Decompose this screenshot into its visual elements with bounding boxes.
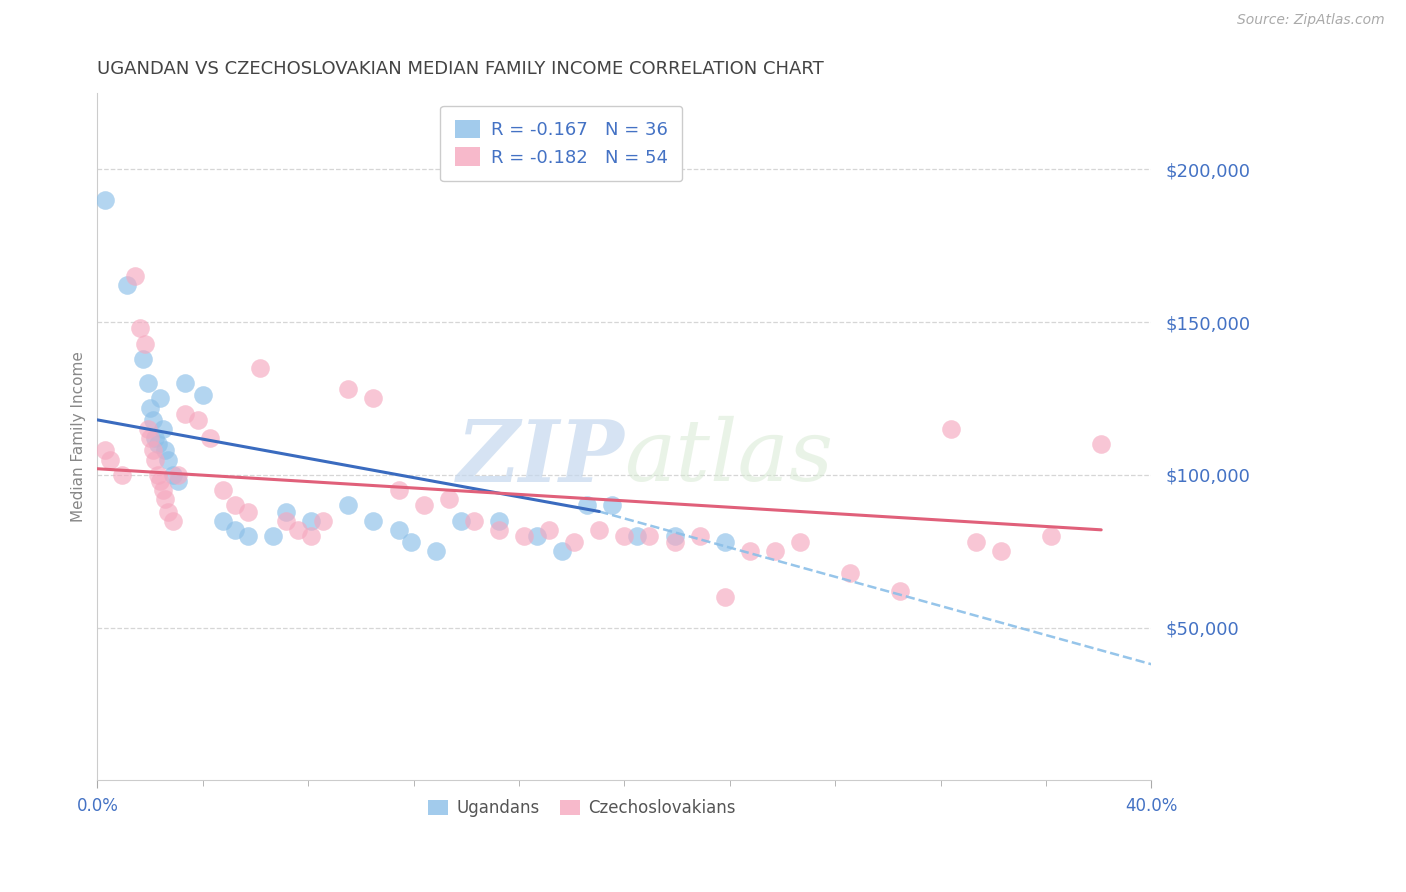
Point <box>363 392 385 406</box>
Point <box>156 504 179 518</box>
Point <box>488 523 510 537</box>
Point <box>513 529 536 543</box>
Point <box>713 535 735 549</box>
Point <box>600 499 623 513</box>
Point <box>146 467 169 482</box>
Point <box>299 529 322 543</box>
Point <box>538 523 561 537</box>
Point <box>142 443 165 458</box>
Point <box>98 452 121 467</box>
Point <box>965 535 987 549</box>
Point <box>224 523 246 537</box>
Point <box>152 483 174 497</box>
Point <box>139 431 162 445</box>
Point <box>136 422 159 436</box>
Point <box>312 514 335 528</box>
Point <box>713 590 735 604</box>
Point <box>142 413 165 427</box>
Point <box>463 514 485 528</box>
Point <box>149 474 172 488</box>
Point <box>613 529 636 543</box>
Point <box>152 422 174 436</box>
Point <box>425 544 447 558</box>
Point <box>287 523 309 537</box>
Point <box>337 382 360 396</box>
Point <box>387 523 409 537</box>
Point <box>236 504 259 518</box>
Point <box>211 483 233 497</box>
Point <box>162 514 184 528</box>
Point <box>136 376 159 391</box>
Legend: Ugandans, Czechoslovakians: Ugandans, Czechoslovakians <box>422 792 742 823</box>
Point <box>399 535 422 549</box>
Point <box>664 529 686 543</box>
Point <box>153 443 176 458</box>
Point <box>575 499 598 513</box>
Point <box>149 392 172 406</box>
Point <box>638 529 661 543</box>
Point <box>124 269 146 284</box>
Point <box>363 514 385 528</box>
Point <box>111 467 134 482</box>
Point <box>134 336 156 351</box>
Point <box>588 523 610 537</box>
Point <box>94 443 117 458</box>
Point <box>146 437 169 451</box>
Point <box>143 431 166 445</box>
Point <box>94 193 117 207</box>
Point <box>166 467 188 482</box>
Point <box>191 388 214 402</box>
Point <box>889 583 911 598</box>
Point <box>488 514 510 528</box>
Point <box>437 492 460 507</box>
Point <box>839 566 862 580</box>
Point <box>174 376 197 391</box>
Point <box>139 401 162 415</box>
Point <box>299 514 322 528</box>
Point <box>789 535 811 549</box>
Point <box>200 431 222 445</box>
Point <box>990 544 1012 558</box>
Text: UGANDAN VS CZECHOSLOVAKIAN MEDIAN FAMILY INCOME CORRELATION CHART: UGANDAN VS CZECHOSLOVAKIAN MEDIAN FAMILY… <box>97 60 824 78</box>
Text: Source: ZipAtlas.com: Source: ZipAtlas.com <box>1237 13 1385 28</box>
Point <box>562 535 585 549</box>
Point <box>689 529 711 543</box>
Point <box>262 529 284 543</box>
Point <box>131 351 153 366</box>
Point <box>174 407 197 421</box>
Point <box>143 452 166 467</box>
Text: atlas: atlas <box>624 416 834 499</box>
Point <box>117 278 139 293</box>
Point <box>249 360 271 375</box>
Point <box>129 321 152 335</box>
Point <box>664 535 686 549</box>
Point <box>236 529 259 543</box>
Point <box>274 514 297 528</box>
Point <box>412 499 434 513</box>
Point <box>1090 437 1112 451</box>
Text: ZIP: ZIP <box>457 416 624 499</box>
Point <box>550 544 572 558</box>
Y-axis label: Median Family Income: Median Family Income <box>72 351 86 522</box>
Point <box>156 452 179 467</box>
Point <box>626 529 648 543</box>
Point <box>162 467 184 482</box>
Point <box>763 544 786 558</box>
Point <box>526 529 548 543</box>
Point <box>738 544 761 558</box>
Point <box>939 422 962 436</box>
Point <box>166 474 188 488</box>
Point <box>274 504 297 518</box>
Point <box>187 413 209 427</box>
Point <box>211 514 233 528</box>
Point <box>337 499 360 513</box>
Point <box>450 514 472 528</box>
Point <box>224 499 246 513</box>
Point <box>153 492 176 507</box>
Point <box>1040 529 1063 543</box>
Point <box>387 483 409 497</box>
